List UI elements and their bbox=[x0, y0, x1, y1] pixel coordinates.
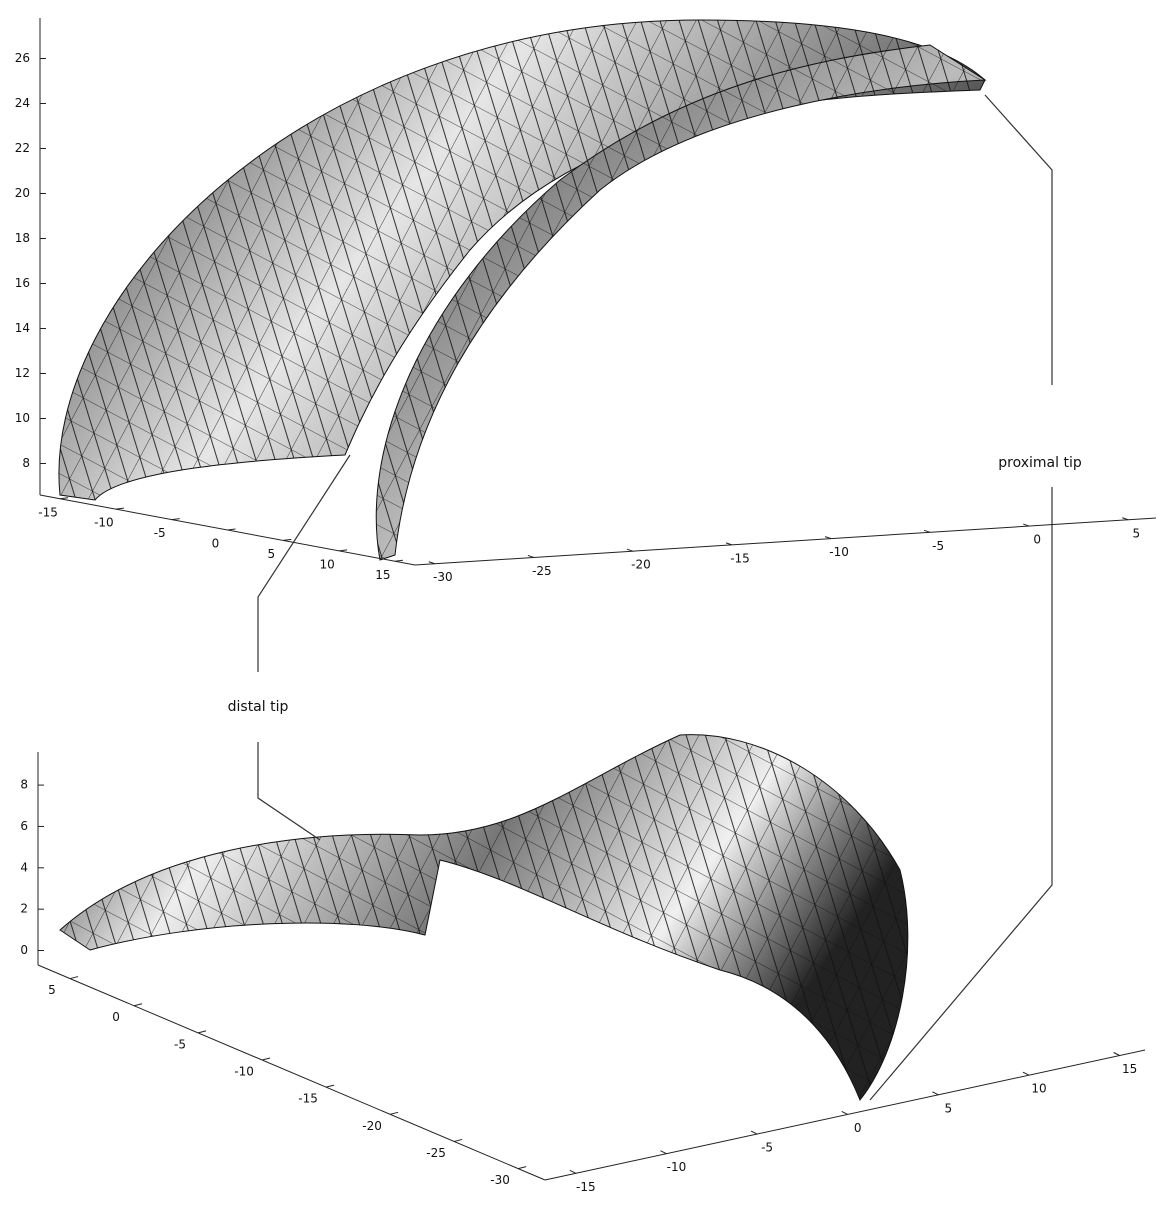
y-tick-label: -20 bbox=[362, 1119, 382, 1133]
tick-mark bbox=[1114, 1052, 1120, 1055]
y-tick-label: -25 bbox=[426, 1146, 446, 1160]
y-tick-label: -25 bbox=[532, 564, 552, 578]
annotation: proximal tip bbox=[998, 455, 1082, 471]
x-tick-label: 15 bbox=[1122, 1062, 1137, 1076]
tick-mark bbox=[134, 1004, 142, 1006]
z-tick-label: 18 bbox=[15, 231, 30, 245]
y-tick-label: 5 bbox=[1132, 526, 1140, 540]
axis-line bbox=[38, 965, 545, 1180]
tick-mark bbox=[228, 529, 236, 530]
x-tick-label: -15 bbox=[576, 1180, 596, 1194]
tick-mark bbox=[326, 1085, 334, 1087]
top-surface bbox=[59, 20, 985, 560]
z-tick-label: 12 bbox=[15, 366, 30, 380]
z-tick-label: 24 bbox=[15, 96, 30, 110]
bottom-surface bbox=[60, 735, 908, 1100]
x-tick-label: 0 bbox=[212, 537, 220, 551]
x-tick-label: 15 bbox=[375, 568, 390, 582]
tick-mark bbox=[518, 1167, 526, 1169]
z-tick-label: 14 bbox=[15, 321, 30, 335]
y-tick-label: -10 bbox=[234, 1065, 254, 1079]
z-tick-label: 26 bbox=[15, 51, 30, 65]
z-tick-label: 4 bbox=[20, 860, 28, 874]
figure: proximal tip distal tip 8101214161820222… bbox=[0, 0, 1156, 1204]
tick-mark bbox=[751, 1131, 757, 1134]
y-tick-label: -15 bbox=[730, 551, 750, 565]
tick-mark bbox=[390, 1112, 398, 1114]
y-tick-label: -20 bbox=[631, 558, 651, 572]
y-tick-label: 0 bbox=[112, 1010, 120, 1024]
x-tick-label: -10 bbox=[94, 516, 114, 530]
y-tick-label: -5 bbox=[174, 1037, 186, 1051]
x-tick-label: -5 bbox=[154, 526, 166, 540]
y-tick-label: -5 bbox=[932, 539, 944, 553]
x-tick-label: -10 bbox=[667, 1160, 687, 1174]
y-tick-label: 0 bbox=[1033, 533, 1041, 547]
z-tick-label: 8 bbox=[20, 778, 28, 792]
tick-mark bbox=[198, 1031, 206, 1033]
x-tick-label: -15 bbox=[38, 505, 58, 519]
axis-line bbox=[545, 1050, 1145, 1180]
tick-mark bbox=[339, 550, 347, 551]
tick-mark bbox=[60, 498, 68, 499]
y-tick-label: -30 bbox=[490, 1173, 510, 1187]
z-tick-label: 6 bbox=[20, 819, 28, 833]
tick-mark bbox=[70, 977, 78, 979]
tick-mark bbox=[570, 1170, 576, 1173]
x-tick-label: 0 bbox=[854, 1121, 862, 1135]
tick-mark bbox=[262, 1058, 270, 1060]
x-tick-label: 5 bbox=[267, 547, 275, 561]
y-tick-label: -10 bbox=[829, 545, 849, 559]
annotation: distal tip bbox=[228, 699, 289, 715]
z-tick-label: 10 bbox=[15, 411, 30, 425]
y-tick-label: -15 bbox=[298, 1092, 318, 1106]
z-tick-label: 2 bbox=[20, 902, 28, 916]
tick-mark bbox=[395, 560, 403, 561]
z-tick-label: 8 bbox=[22, 456, 30, 470]
z-tick-label: 0 bbox=[20, 943, 28, 957]
z-tick-label: 16 bbox=[15, 276, 30, 290]
x-tick-label: 10 bbox=[319, 557, 334, 571]
y-tick-label: -30 bbox=[433, 570, 453, 584]
z-tick-label: 22 bbox=[15, 141, 30, 155]
tick-mark bbox=[283, 539, 291, 540]
tick-mark bbox=[116, 508, 124, 509]
tick-mark bbox=[842, 1111, 848, 1114]
x-tick-label: 5 bbox=[945, 1101, 953, 1115]
tick-mark bbox=[660, 1151, 666, 1154]
tick-mark bbox=[932, 1092, 938, 1095]
x-tick-label: -5 bbox=[761, 1141, 773, 1155]
tick-mark bbox=[454, 1139, 462, 1141]
y-tick-label: 5 bbox=[48, 983, 56, 997]
page: proximal tip distal tip 8101214161820222… bbox=[0, 0, 1156, 1204]
tick-mark bbox=[1023, 1072, 1029, 1075]
x-tick-label: 10 bbox=[1031, 1082, 1046, 1096]
axis-line bbox=[415, 518, 1156, 565]
tick-mark bbox=[172, 519, 180, 520]
z-tick-label: 20 bbox=[15, 186, 30, 200]
